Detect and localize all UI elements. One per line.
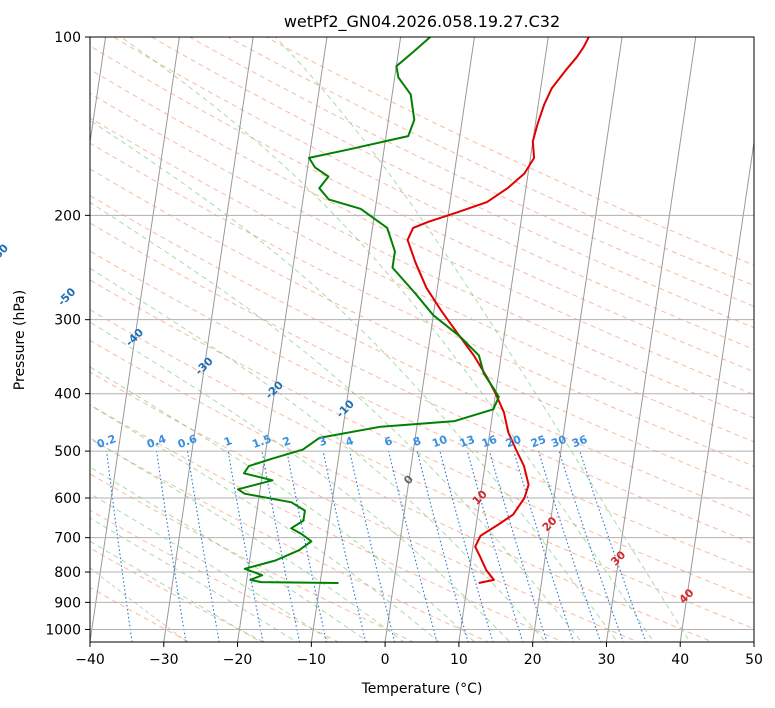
dry-adiabat <box>90 45 754 373</box>
x-tick-label: 30 <box>598 652 616 668</box>
moist-adiabat <box>90 540 262 642</box>
mixing-ratio-label: 0.4 <box>145 432 168 451</box>
x-tick-label: 40 <box>671 652 689 668</box>
x-axis: −40 −30 −20 −10 0 10 20 30 40 50 <box>75 642 763 668</box>
mixing-ratio-label: 6 <box>383 434 395 449</box>
isotherm <box>679 138 754 642</box>
mixing-ratio-label: 0.2 <box>95 432 118 451</box>
isotherm <box>384 37 475 642</box>
mixing-ratio-label: 36 <box>570 433 589 451</box>
x-tick-label: −20 <box>223 652 253 668</box>
dry-adiabat <box>90 438 490 642</box>
mixing-ratio-line <box>286 450 327 642</box>
isotherm <box>605 37 697 642</box>
x-tick-label: 20 <box>524 652 542 668</box>
isotherm <box>532 37 623 642</box>
mixing-ratio-label: 4 <box>344 434 356 449</box>
mixing-ratio-line <box>322 450 367 642</box>
mixing-ratio-line <box>488 450 548 642</box>
moist-adiabat <box>90 119 619 642</box>
dry-adiabat <box>90 117 754 443</box>
moist-adiabat <box>90 201 583 642</box>
x-tick-label: 50 <box>745 652 763 668</box>
isotherm <box>458 37 549 642</box>
y-tick-label: 300 <box>54 313 81 329</box>
mixing-ratio-label: 0.6 <box>176 432 199 451</box>
x-tick-label: −40 <box>75 652 105 668</box>
x-tick-label: 0 <box>381 652 390 668</box>
x-tick-label: −10 <box>297 652 327 668</box>
y-tick-label: 600 <box>54 491 81 507</box>
plot-frame <box>89 36 755 643</box>
mixing-ratio-line <box>416 450 469 642</box>
dry-adiabat <box>90 309 754 630</box>
mixing-ratio-line <box>388 450 438 642</box>
isotherm <box>310 37 402 642</box>
x-tick-label: −30 <box>149 652 179 668</box>
mixing-ratio-label: 2 <box>281 434 293 449</box>
mixing-ratio-label: 13 <box>458 433 477 450</box>
mixing-ratio-label: 30 <box>549 433 568 451</box>
profile-lines <box>237 37 590 584</box>
x-axis-title: Temperature (°C) <box>361 681 483 697</box>
mixing-ratio-label: 3 <box>317 434 329 449</box>
y-tick-label: 800 <box>54 565 81 581</box>
y-axis: 100 200 300 400 500 600 700 800 900 1000 <box>45 30 90 638</box>
isotherm <box>90 37 107 146</box>
isotherm <box>237 37 328 642</box>
dry-adiabat <box>90 92 754 419</box>
y-tick-label: 400 <box>54 387 81 403</box>
mixing-ratio-line <box>466 450 524 642</box>
isotherm <box>163 37 254 642</box>
y-tick-label: 200 <box>54 208 81 224</box>
dry-adiabat <box>150 37 754 329</box>
mixing-ratio-line <box>349 450 396 642</box>
mixing-ratio-label: 1.5 <box>250 432 273 451</box>
dry-adiabat <box>90 194 754 519</box>
dry-adiabat <box>90 250 754 572</box>
temperature-line <box>406 37 590 584</box>
mixing-ratio-label: 10 <box>430 433 449 451</box>
mixing-ratio-label: 1 <box>222 434 234 449</box>
y-tick-label: 700 <box>54 531 81 547</box>
y-tick-label: 900 <box>54 595 81 611</box>
mixing-ratio-line <box>579 450 647 642</box>
mixing-ratio-label: 25 <box>529 433 548 450</box>
dry-adiabat <box>90 404 565 642</box>
dry-adiabat <box>90 279 754 601</box>
moist-adiabat <box>90 267 547 642</box>
chart-title: wetPf2_GN04.2026.058.19.27.C32 <box>284 12 560 32</box>
y-tick-label: 100 <box>54 30 81 46</box>
y-tick-label: 1000 <box>45 622 81 638</box>
y-tick-label: 500 <box>54 444 81 460</box>
mixing-ratio-line <box>261 451 301 642</box>
dry-adiabat <box>90 509 340 642</box>
dewpoint-line <box>237 37 500 584</box>
mixing-ratio-line <box>513 450 575 642</box>
dry-adiabat <box>226 37 754 287</box>
y-axis-title: Pressure (hPa) <box>12 290 28 390</box>
isotherm <box>90 37 180 642</box>
isotherm-label: -60 <box>0 241 11 264</box>
mixing-ratio-label: 8 <box>411 434 423 449</box>
x-tick-label: 10 <box>450 652 468 668</box>
mixing-ratio-label: 16 <box>480 433 499 451</box>
dry-adiabat <box>112 37 754 350</box>
mixing-ratio-label: 20 <box>504 433 523 451</box>
pressure-grid <box>90 37 754 630</box>
dry-adiabat <box>90 168 754 493</box>
